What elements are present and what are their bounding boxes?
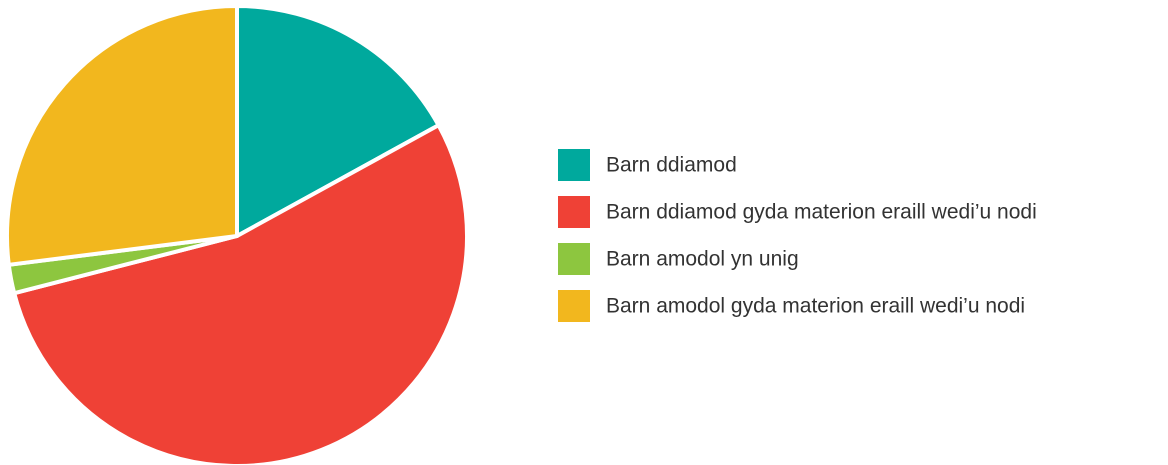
legend-swatch [558, 243, 590, 275]
legend-label: Barn ddiamod gyda materion eraill wedi’u… [606, 201, 1037, 224]
legend-label: Barn amodol gyda materion eraill wedi’u … [606, 295, 1025, 318]
pie-slice [235, 4, 441, 238]
legend-swatch [558, 149, 590, 181]
pie-slice [5, 4, 239, 267]
pie-slice [12, 123, 469, 465]
legend-label: Barn ddiamod [606, 154, 737, 177]
legend-label: Barn amodol yn unig [606, 248, 799, 271]
legend-swatch [558, 196, 590, 228]
legend-swatch [558, 290, 590, 322]
